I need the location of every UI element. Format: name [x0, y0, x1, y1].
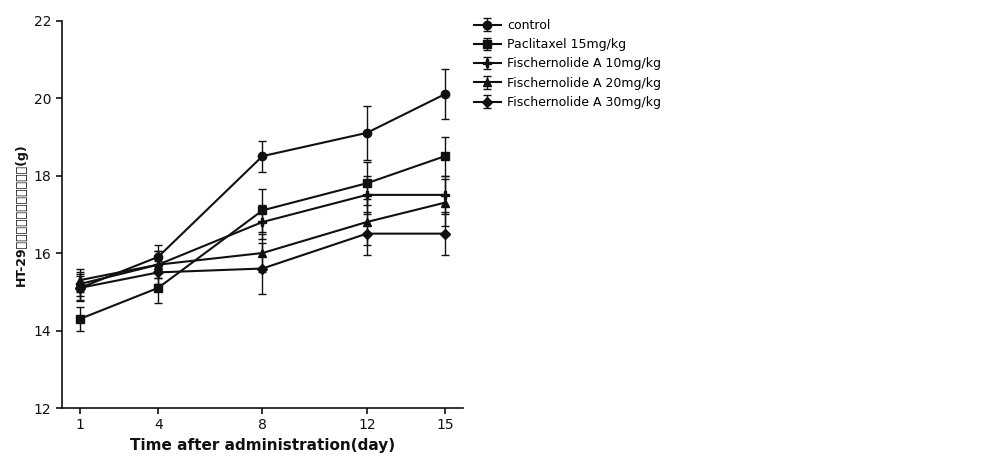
Y-axis label: HT-29异体移植瘤裸鼠模型体重(g): HT-29异体移植瘤裸鼠模型体重(g)	[15, 143, 28, 285]
X-axis label: Time after administration(day): Time after administration(day)	[130, 438, 395, 453]
Legend: control, Paclitaxel 15mg/kg, Fischernolide A 10mg/kg, Fischernolide A 20mg/kg, F: control, Paclitaxel 15mg/kg, Fischernoli…	[474, 19, 661, 109]
